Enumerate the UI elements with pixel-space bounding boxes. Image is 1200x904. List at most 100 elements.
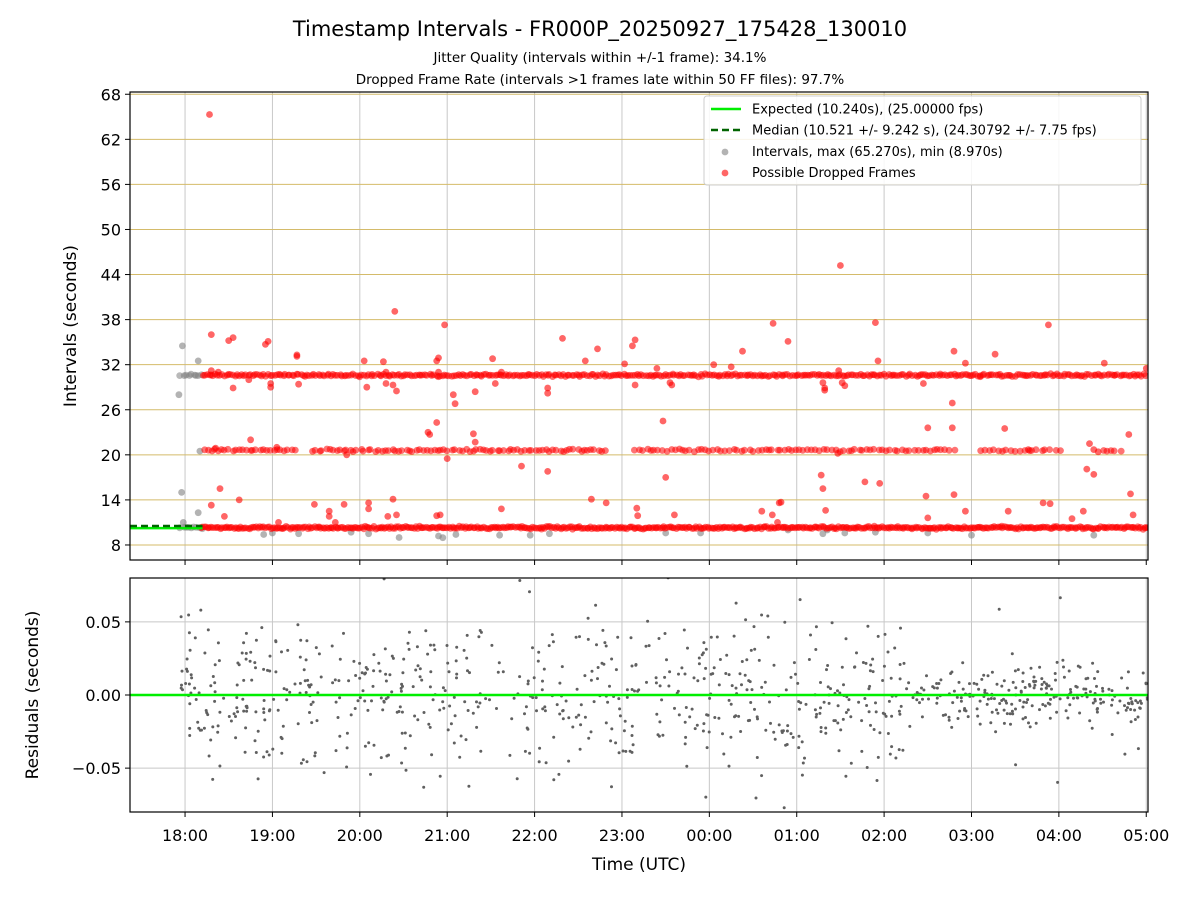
residual-point [760, 685, 764, 689]
dropped-frame-point-5 [216, 485, 224, 492]
residual-point [1048, 716, 1052, 720]
dropped-frame-point-121 [1024, 446, 1032, 453]
residual-point [601, 628, 605, 632]
residual-point [935, 682, 939, 685]
residual-point [217, 659, 221, 663]
residual-point [331, 681, 335, 685]
dropped-frame-point-86 [768, 511, 776, 519]
dropped-frame-point-109 [922, 492, 930, 500]
residual-point [263, 718, 267, 722]
residual-point [232, 712, 236, 716]
residual-point [301, 758, 305, 762]
residual-point [773, 737, 777, 741]
residual-point [1138, 706, 1142, 710]
residual-point [887, 699, 891, 703]
top-ytick-label-5: 38 [101, 311, 121, 330]
residual-point [992, 697, 996, 701]
residual-point [299, 761, 303, 765]
residual-point [618, 714, 622, 718]
chart-title: Timestamp Intervals - FR000P_20250927_17… [292, 17, 907, 42]
residual-point [310, 721, 314, 725]
residual-point [721, 732, 724, 736]
residual-point [959, 699, 963, 703]
dropped-frame-point-116 [962, 507, 969, 515]
residual-point [1040, 677, 1044, 681]
residual-point [551, 640, 555, 644]
residual-point [782, 806, 786, 810]
residual-point [1008, 712, 1012, 716]
residual-point [1014, 763, 1018, 767]
residual-point [920, 686, 923, 690]
residual-point [408, 734, 412, 738]
dropped-frame-band4-point [685, 446, 693, 454]
residual-point [617, 751, 621, 755]
residual-point [702, 641, 706, 645]
residual-point [855, 651, 858, 655]
residual-point [1025, 701, 1028, 704]
residual-point [1002, 708, 1006, 712]
residual-point [722, 752, 726, 756]
dropped-frame-point-12 [245, 376, 253, 384]
residual-point [658, 684, 662, 688]
dropped-frame-band4-point [905, 447, 913, 454]
residual-point [286, 648, 290, 652]
residual-point [677, 672, 680, 676]
top-data [130, 111, 1148, 542]
residual-point [789, 732, 793, 736]
residual-point [244, 651, 248, 655]
residual-point [399, 689, 403, 693]
residual-point [242, 709, 246, 713]
residual-point [438, 708, 442, 712]
residual-point [819, 681, 822, 684]
residual-point [1139, 701, 1143, 705]
residual-point [265, 750, 269, 754]
residual-point [579, 723, 583, 727]
dropped-frame-point-107 [920, 380, 927, 387]
legend-intervals-label: Intervals, max (65.270s), min (8.970s) [752, 145, 1003, 160]
residual-point [826, 685, 830, 689]
dropped-frame-point-36 [391, 308, 399, 315]
residual-point [330, 644, 334, 648]
residual-point [875, 779, 879, 782]
dropped-frame-point-62 [544, 384, 552, 392]
residual-point [706, 713, 710, 717]
residual-point [262, 755, 266, 759]
residual-point [334, 700, 338, 704]
dropped-frame-band2-point [224, 445, 232, 453]
dropped-frame-point-26 [340, 501, 348, 508]
residual-point [1021, 671, 1025, 675]
x-tick-label-1: 19:00 [249, 826, 295, 845]
residual-point [704, 795, 708, 799]
residual-point [899, 626, 902, 630]
dropped-frame-point-76 [653, 365, 661, 372]
residual-point [218, 710, 222, 714]
residual-point [319, 675, 323, 679]
residual-point [407, 630, 411, 634]
residual-point [360, 671, 364, 675]
residual-point [455, 676, 458, 680]
dropped-frame-band3-point [451, 446, 458, 453]
residual-point [528, 751, 532, 755]
residual-point [254, 638, 258, 642]
residual-point [515, 777, 519, 781]
residual-point [990, 670, 994, 674]
dropped-frame-point-84 [739, 347, 746, 355]
dropped-frame-point-74 [633, 504, 641, 512]
dropped-frame-point-40 [384, 513, 392, 520]
residual-point [526, 679, 530, 683]
residual-point [616, 635, 620, 639]
residual-point [334, 749, 338, 753]
residual-point [956, 717, 960, 720]
residual-point [488, 698, 491, 702]
residual-point [920, 715, 924, 719]
residual-point [260, 626, 264, 630]
residual-point [690, 707, 694, 711]
residual-point [213, 681, 217, 685]
residual-point [665, 658, 668, 662]
residual-point [1002, 697, 1005, 701]
residual-point [772, 730, 776, 734]
residual-point [1007, 688, 1011, 692]
residual-point [403, 731, 407, 735]
dropped-frame-point-92 [819, 379, 827, 387]
residual-point [317, 652, 321, 656]
